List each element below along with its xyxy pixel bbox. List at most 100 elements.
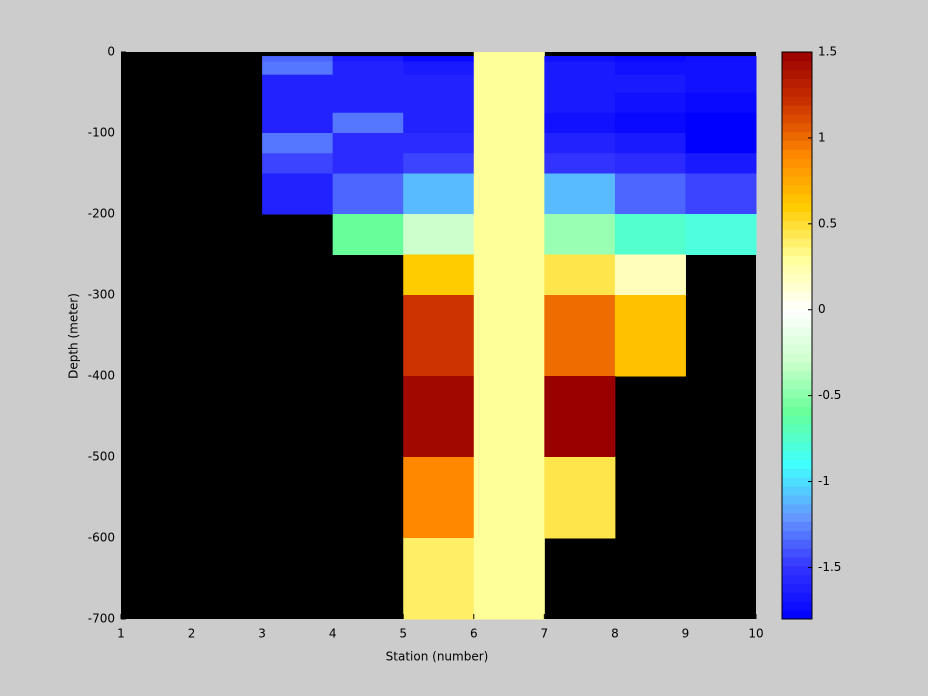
heatmap-cell bbox=[332, 112, 404, 134]
colorbar-band bbox=[782, 105, 812, 115]
colorbar-band bbox=[782, 255, 812, 266]
heatmap-cell bbox=[262, 56, 334, 63]
x-axis-label: Station (number) bbox=[386, 650, 489, 664]
colorbar-band bbox=[782, 521, 812, 531]
x-tick-label: 10 bbox=[748, 627, 763, 641]
heatmap-cell bbox=[473, 92, 545, 114]
heatmap-cell bbox=[685, 214, 757, 255]
heatmap-cell bbox=[473, 133, 545, 154]
heatmap-cell bbox=[544, 254, 616, 296]
heatmap-cell bbox=[403, 74, 475, 93]
colorbar-band bbox=[782, 468, 812, 478]
heatmap-cell bbox=[262, 133, 334, 154]
colorbar-band bbox=[782, 539, 812, 549]
y-tick-label: -300 bbox=[88, 288, 115, 302]
heatmap-cell bbox=[614, 295, 686, 377]
colorbar-band bbox=[782, 459, 812, 469]
colorbar-band bbox=[782, 229, 812, 239]
heatmap-cell bbox=[403, 92, 475, 114]
heatmap-cell bbox=[614, 112, 686, 134]
colorbar-band bbox=[782, 211, 812, 221]
heatmap-cell bbox=[614, 92, 686, 114]
y-axis-label: Depth (meter) bbox=[67, 293, 81, 379]
heatmap-cell bbox=[544, 56, 616, 63]
heatmap-cell bbox=[473, 61, 545, 76]
heatmap-cell bbox=[544, 214, 616, 255]
colorbar-band bbox=[782, 282, 812, 292]
colorbar-band bbox=[782, 530, 812, 540]
heatmap-cell bbox=[685, 61, 757, 76]
colorbar-band bbox=[782, 397, 812, 407]
heatmap-cell bbox=[262, 112, 334, 134]
colorbar-band bbox=[782, 344, 812, 354]
colorbar-tick-label: 1 bbox=[818, 130, 826, 144]
colorbar-band bbox=[782, 424, 812, 434]
colorbar-band bbox=[782, 69, 812, 80]
colorbar-band bbox=[782, 87, 812, 97]
colorbar-band bbox=[782, 131, 812, 142]
heatmap-cell bbox=[403, 61, 475, 76]
x-tick-label: 1 bbox=[117, 627, 125, 641]
colorbar-band bbox=[782, 246, 812, 257]
heatmap-cell bbox=[262, 153, 334, 174]
heatmap-cell bbox=[544, 457, 616, 539]
colorbar-band bbox=[782, 326, 812, 336]
colorbar-band bbox=[782, 167, 812, 177]
heatmap-cell bbox=[403, 457, 475, 539]
heatmap-cell bbox=[544, 295, 616, 377]
heatmap-cell bbox=[473, 254, 545, 296]
colorbar-band bbox=[782, 477, 812, 487]
heatmap-cell bbox=[332, 92, 404, 114]
heatmap-cell bbox=[473, 56, 545, 63]
colorbar-band bbox=[782, 379, 812, 390]
heatmap-cell bbox=[262, 92, 334, 114]
colorbar-band bbox=[782, 512, 812, 523]
colorbar-band bbox=[782, 220, 812, 230]
x-tick-label: 5 bbox=[399, 627, 407, 641]
y-tick-label: -500 bbox=[88, 450, 115, 464]
heatmap-cell bbox=[614, 173, 686, 215]
heatmap-cell bbox=[544, 173, 616, 215]
x-tick-label: 7 bbox=[541, 627, 549, 641]
colorbar-band bbox=[782, 317, 812, 328]
heatmap-cell bbox=[614, 74, 686, 93]
heatmap-cell bbox=[473, 376, 545, 458]
heatmap-cell bbox=[403, 214, 475, 255]
heatmap-cell bbox=[473, 457, 545, 539]
y-tick-label: -100 bbox=[88, 126, 115, 140]
heatmap-cell bbox=[473, 173, 545, 215]
colorbar-band bbox=[782, 202, 812, 212]
colorbar-band bbox=[782, 601, 812, 611]
colorbar-tick-label: 0 bbox=[818, 302, 826, 316]
heatmap-cell bbox=[332, 214, 404, 255]
colorbar-band bbox=[782, 592, 812, 602]
heatmap-cell bbox=[403, 254, 475, 296]
heatmap-cell bbox=[544, 153, 616, 174]
colorbar-band bbox=[782, 406, 812, 416]
heatmap-cell bbox=[544, 74, 616, 93]
heatmap-cell bbox=[262, 61, 334, 76]
heatmap-cell bbox=[614, 214, 686, 255]
colorbar-band bbox=[782, 140, 812, 150]
heatmap-cell bbox=[614, 254, 686, 296]
y-tick-label: 0 bbox=[107, 45, 115, 59]
x-tick-label: 3 bbox=[258, 627, 266, 641]
heatmap-cell bbox=[403, 376, 475, 458]
colorbar-tick-label: 1.5 bbox=[818, 45, 837, 59]
x-tick-label: 8 bbox=[611, 627, 619, 641]
colorbar-tick-label: -0.5 bbox=[818, 388, 841, 402]
colorbar-band bbox=[782, 96, 812, 106]
heatmap-cell bbox=[403, 133, 475, 154]
colorbar-band bbox=[782, 362, 812, 372]
colorbar-frame bbox=[781, 51, 813, 620]
colorbar-band bbox=[782, 556, 812, 567]
heatmap-cell bbox=[332, 173, 404, 215]
colorbar-band bbox=[782, 335, 812, 345]
heatmap-cell bbox=[614, 153, 686, 174]
heatmap-cell bbox=[614, 61, 686, 76]
heatmap-cell bbox=[685, 112, 757, 134]
heatmap-cell bbox=[403, 173, 475, 215]
colorbar-band bbox=[782, 60, 812, 71]
colorbar-band bbox=[782, 273, 812, 283]
heatmap-cell bbox=[473, 538, 545, 620]
